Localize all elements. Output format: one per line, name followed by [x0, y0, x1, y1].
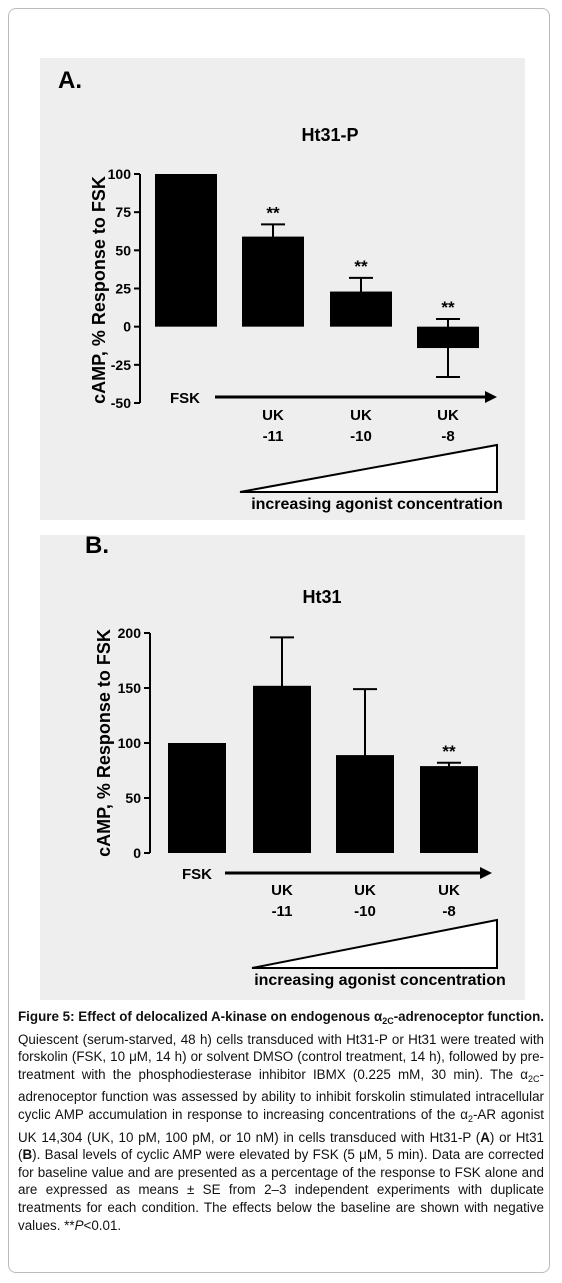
significance-label: **	[442, 742, 456, 761]
caption-text: A	[480, 1129, 490, 1145]
x-tick-label: UK -10	[350, 407, 372, 445]
caption-text: -AR agonist UK 14,304 (UK, 10 pM, 100 pM…	[18, 1106, 544, 1145]
x-tick-label: UK -8	[437, 407, 459, 445]
caption-text: 2C	[528, 1073, 540, 1084]
x-tick-label: FSK	[182, 866, 212, 883]
caption-text: ) or Ht31 (	[18, 1129, 545, 1163]
bar	[242, 236, 304, 327]
caption-text: -adrenoceptor function was assessed by a…	[18, 1066, 544, 1122]
arrow-head	[485, 391, 497, 403]
caption-text: Quiescent (serum-starved, 48 h) cells tr…	[18, 1031, 544, 1082]
significance-label: **	[441, 298, 455, 317]
y-tick-label: 50	[125, 790, 141, 806]
concentration-triangle	[251, 918, 498, 969]
arrow-head	[480, 867, 492, 879]
y-tick-label: 0	[123, 319, 131, 335]
error-bar	[353, 688, 377, 823]
chart-title: Ht31	[302, 587, 341, 607]
x-annotation: increasing agonist concentration	[254, 972, 506, 989]
chart-title: Ht31-P	[301, 125, 358, 145]
y-axis-label: cAMP, % Response to FSK	[94, 629, 114, 857]
figure-border	[8, 8, 550, 1273]
caption-text: P	[74, 1217, 84, 1233]
x-tick-label: UK -8	[438, 882, 460, 920]
panel-label: B.	[85, 532, 109, 559]
x-tick-label: FSK	[170, 390, 200, 407]
significance-label: **	[354, 257, 368, 276]
caption-text: -adrenoceptor function.	[393, 1009, 544, 1024]
x-tick-label: UK -11	[271, 882, 293, 920]
y-tick-label: 100	[108, 166, 132, 182]
y-tick-label: 75	[115, 204, 131, 220]
bar	[155, 174, 217, 327]
caption-text: Figure 5: Effect of delocalized A-kinase…	[18, 1009, 383, 1024]
caption-text: B	[22, 1147, 33, 1163]
bar	[420, 766, 478, 853]
y-tick-label: 25	[115, 281, 131, 297]
y-tick-label: -50	[111, 395, 131, 411]
y-tick-label: 50	[115, 242, 131, 258]
concentration-triangle	[239, 443, 498, 493]
significance-label: **	[266, 203, 280, 222]
y-axis-label: cAMP, % Response to FSK	[89, 176, 109, 404]
x-annotation: increasing agonist concentration	[251, 496, 503, 513]
y-tick-label: 150	[118, 680, 142, 696]
error-bar	[261, 223, 285, 250]
error-bar	[436, 318, 460, 379]
error-bar	[270, 636, 294, 736]
y-tick-label: 100	[118, 735, 142, 751]
caption-text: 2C	[382, 1016, 394, 1026]
y-tick-label: 200	[118, 625, 142, 641]
y-tick-label: 0	[133, 845, 141, 861]
y-tick-label: -25	[111, 357, 131, 373]
x-tick-label: UK -11	[262, 407, 284, 445]
caption-text: <0.01.	[83, 1217, 122, 1233]
error-bar	[349, 276, 373, 307]
caption-text: 2	[467, 1113, 473, 1124]
panel-label: A.	[58, 67, 82, 94]
error-bar	[437, 761, 461, 771]
x-tick-label: UK -10	[354, 882, 376, 920]
bar	[168, 743, 226, 853]
caption: Figure 5: Effect of delocalized A-kinase…	[18, 1008, 544, 1234]
caption-text: ). Basal levels of cyclic AMP were eleva…	[18, 1147, 544, 1233]
